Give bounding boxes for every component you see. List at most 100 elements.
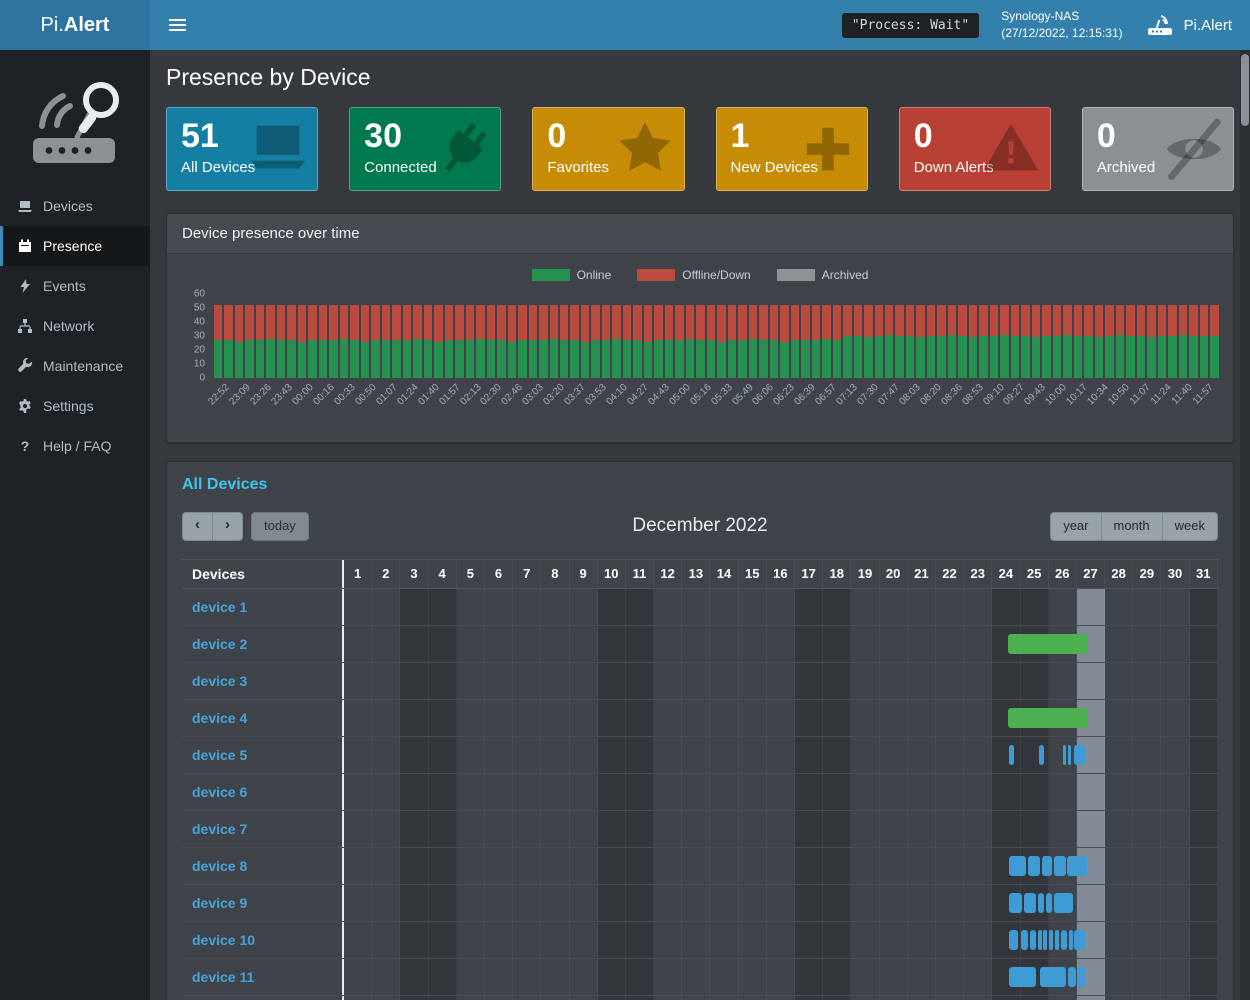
offline-segment: [1210, 305, 1219, 336]
page-scrollbar[interactable]: [1240, 50, 1250, 1000]
day-cell: [908, 662, 936, 699]
online-segment: [1157, 336, 1167, 378]
presence-event[interactable]: [1077, 966, 1086, 987]
day-cell: [570, 736, 598, 773]
presence-event[interactable]: [1068, 744, 1072, 765]
info-box-archived[interactable]: 0 Archived: [1081, 107, 1235, 191]
view-month-button[interactable]: month: [1100, 512, 1163, 541]
device-link[interactable]: device 7: [192, 820, 248, 837]
view-week-button[interactable]: week: [1161, 512, 1218, 541]
day-cell: [767, 958, 795, 995]
presence-event[interactable]: [1027, 855, 1040, 876]
next-month-button[interactable]: ›: [212, 512, 243, 541]
day-cell: [936, 921, 965, 958]
info-box-favorites[interactable]: 0 Favorites: [532, 107, 685, 191]
presence-event[interactable]: [1060, 929, 1067, 950]
device-link[interactable]: device 6: [192, 783, 248, 800]
device-link[interactable]: device 2: [192, 635, 248, 652]
presence-event[interactable]: [1038, 744, 1044, 765]
offline-segment: [738, 305, 747, 341]
brand-logo[interactable]: Pi. Alert: [0, 0, 150, 50]
offline-segment: [434, 305, 443, 342]
device-link[interactable]: device 4: [192, 709, 248, 726]
day-cell: [992, 995, 1021, 1000]
presence-event[interactable]: [1062, 744, 1066, 765]
device-link[interactable]: device 5: [192, 746, 248, 763]
presence-event[interactable]: [1046, 892, 1052, 913]
chart-bar: [497, 294, 506, 378]
presence-event[interactable]: [1067, 855, 1087, 876]
presence-event[interactable]: [1009, 892, 1023, 913]
day-cell: [625, 884, 655, 921]
sidebar-item-settings[interactable]: Settings: [0, 386, 150, 426]
info-box-all-devices[interactable]: 51 All Devices: [166, 107, 319, 191]
day-cell: [908, 995, 936, 1000]
presence-event[interactable]: [1007, 633, 1089, 654]
device-link[interactable]: device 9: [192, 894, 248, 911]
x-axis-label: 07:30: [855, 382, 881, 408]
presence-event[interactable]: [1009, 966, 1036, 987]
prev-month-button[interactable]: ‹: [182, 512, 213, 541]
view-year-button[interactable]: year: [1050, 512, 1102, 541]
scrollbar-thumb[interactable]: [1241, 54, 1249, 126]
day-cell: [428, 884, 457, 921]
presence-event[interactable]: [1067, 966, 1076, 987]
presence-event[interactable]: [1024, 892, 1036, 913]
presence-event[interactable]: [1020, 929, 1028, 950]
device-link[interactable]: device 10: [192, 931, 256, 948]
day-cell: [541, 958, 570, 995]
day-cell: [936, 588, 965, 625]
day-cell: [1133, 625, 1162, 662]
presence-event[interactable]: [1007, 707, 1089, 728]
presence-event[interactable]: [1009, 855, 1027, 876]
presence-event[interactable]: [1074, 929, 1086, 950]
sidebar-item-devices[interactable]: Devices: [0, 186, 150, 226]
presence-event[interactable]: [1009, 744, 1015, 765]
x-axis-label: 08:03: [897, 382, 923, 408]
day-cell: [710, 773, 739, 810]
chart-bar: [1073, 294, 1083, 378]
info-box-connected[interactable]: 30 Connected: [349, 107, 502, 191]
sidebar-item-maintenance[interactable]: Maintenance: [0, 346, 150, 386]
sidebar-item-help[interactable]: ? Help / FAQ: [0, 426, 150, 466]
offline-segment: [989, 305, 999, 336]
day-cell: [795, 625, 824, 662]
presence-event[interactable]: [1068, 929, 1073, 950]
presence-event[interactable]: [1009, 929, 1018, 950]
device-link[interactable]: device 8: [192, 857, 248, 874]
presence-event[interactable]: [1039, 966, 1066, 987]
presence-event[interactable]: [1048, 929, 1054, 950]
presence-event[interactable]: [1074, 744, 1086, 765]
day-cell: [457, 847, 485, 884]
device-link[interactable]: device 11: [192, 968, 255, 985]
sidebar-item-presence[interactable]: Presence: [0, 226, 150, 266]
online-segment: [224, 340, 233, 378]
day-header: 20: [880, 559, 908, 588]
info-box-down-alerts[interactable]: 0 Down Alerts: [898, 107, 1051, 191]
day-header: 25: [1021, 559, 1049, 588]
presence-event[interactable]: [1037, 892, 1044, 913]
info-box-new-devices[interactable]: 1 New Devices: [715, 107, 868, 191]
presence-event[interactable]: [1041, 855, 1052, 876]
online-segment: [465, 340, 475, 378]
day-cell: [654, 995, 683, 1000]
sidebar-item-network[interactable]: Network: [0, 306, 150, 346]
chart-bar: [591, 294, 600, 378]
offline-segment: [1157, 305, 1167, 336]
presence-event[interactable]: [1053, 892, 1074, 913]
presence-event[interactable]: [1029, 929, 1036, 950]
chart-panel-title: Device presence over time: [167, 214, 1233, 254]
day-cell: [795, 662, 824, 699]
sitemap-icon: [18, 319, 32, 333]
sidebar-toggle-button[interactable]: [156, 0, 198, 50]
day-cell: [541, 736, 570, 773]
presence-event[interactable]: [1043, 929, 1048, 950]
device-link[interactable]: device 3: [192, 672, 248, 689]
presence-event[interactable]: [1053, 855, 1066, 876]
device-link[interactable]: device 1: [192, 598, 248, 615]
today-button[interactable]: today: [251, 512, 309, 541]
presence-event[interactable]: [1055, 929, 1059, 950]
presence-event[interactable]: [1037, 929, 1042, 950]
day-cell: [372, 588, 401, 625]
sidebar-item-events[interactable]: Events: [0, 266, 150, 306]
